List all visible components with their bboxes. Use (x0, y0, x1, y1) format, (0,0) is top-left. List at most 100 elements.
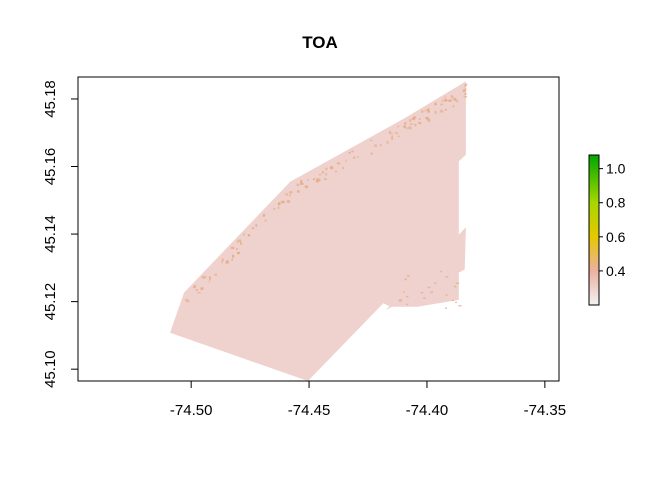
raster-speckle (251, 227, 255, 230)
raster-speckle (353, 156, 355, 159)
raster-speckle (391, 137, 394, 140)
raster-speckle (221, 258, 224, 261)
raster-speckle (453, 285, 457, 288)
y-tick-label: 45.16 (42, 148, 59, 186)
raster-speckle (441, 99, 444, 102)
raster-speckle (306, 179, 309, 182)
colorbar-tick-label: 0.8 (606, 195, 626, 211)
raster-speckle (318, 178, 321, 182)
raster-speckle (232, 254, 235, 258)
raster-speckle (237, 251, 240, 255)
raster-speckle (418, 118, 421, 120)
raster-footprint-inset (385, 227, 466, 311)
raster-speckle (394, 131, 399, 135)
raster-speckle (231, 258, 234, 261)
raster-speckle (300, 180, 303, 184)
raster-speckle (262, 214, 265, 217)
colorbar-tick-label: 1.0 (606, 161, 626, 177)
raster-speckle (370, 152, 374, 155)
raster-speckle (427, 108, 430, 111)
colorbar-ramp (588, 154, 600, 306)
raster-speckle (427, 119, 431, 122)
raster-speckle (444, 99, 448, 102)
raster-speckle (305, 185, 309, 189)
raster-speckle (324, 178, 327, 180)
raster-speckle (454, 98, 457, 101)
raster-speckle (421, 110, 424, 113)
raster-speckle (444, 96, 446, 99)
raster-speckle (277, 206, 280, 209)
raster-speckle (404, 278, 407, 281)
colorbar-tick-label: 0.6 (606, 229, 626, 245)
raster-speckle (289, 191, 293, 194)
raster-speckle (405, 126, 408, 130)
raster-speckle (225, 260, 229, 263)
raster-speckle (418, 122, 422, 125)
raster-speckle (409, 123, 413, 126)
raster-speckle (289, 194, 292, 197)
raster-speckle (406, 275, 410, 277)
raster-speckles (184, 83, 468, 309)
raster-speckle (464, 92, 467, 95)
raster-speckle (297, 190, 300, 193)
raster-speckle (455, 100, 459, 103)
raster-speckle (209, 277, 211, 281)
raster-speckle (424, 109, 428, 112)
raster-speckle (445, 276, 449, 278)
raster-speckle (374, 144, 377, 147)
raster-speckle (201, 276, 205, 278)
raster-speckle (197, 291, 201, 294)
x-tick-label: -74.40 (406, 402, 449, 419)
y-tick-label: 45.18 (42, 80, 59, 118)
y-tick-label: 45.14 (42, 215, 59, 253)
raster-speckle (300, 182, 303, 185)
map-title: TOA (302, 33, 338, 52)
raster-speckle (403, 125, 406, 128)
raster-speckle (429, 291, 434, 294)
raster-speckle (236, 240, 239, 243)
raster-speckle (434, 282, 437, 284)
raster-speckle (214, 273, 218, 276)
raster-speckle (302, 182, 305, 185)
raster-speckle (423, 297, 426, 299)
raster-speckle (464, 87, 467, 91)
raster-speckle (236, 248, 238, 250)
raster-speckle (186, 299, 190, 303)
raster-speckle (463, 95, 468, 98)
raster-speckle (409, 119, 411, 122)
raster-speckle (316, 178, 320, 182)
x-tick-label: -74.50 (170, 402, 213, 419)
x-tick-label: -74.35 (524, 402, 567, 419)
raster-speckle (450, 95, 454, 98)
raster-speckle (296, 183, 300, 186)
raster-speckle (351, 150, 354, 153)
raster-speckle (286, 200, 291, 203)
raster-speckle (440, 270, 443, 273)
raster-speckle (440, 103, 444, 106)
raster-speckle (330, 166, 334, 170)
raster-speckle (230, 246, 235, 250)
raster-speckle (425, 116, 429, 120)
raster-speckle (398, 299, 403, 301)
raster-speckle (315, 180, 319, 183)
x-tick-label: -74.45 (288, 402, 331, 419)
raster-speckle (445, 294, 448, 296)
raster-speckle (413, 116, 417, 119)
raster-speckle (406, 303, 409, 306)
raster-speckle (345, 159, 347, 162)
raster-speckle (455, 282, 460, 284)
raster-speckle (278, 202, 281, 205)
raster-speckle (391, 135, 394, 138)
raster-speckle (193, 285, 197, 288)
raster-speckle (406, 295, 409, 298)
raster-speckle (281, 200, 285, 204)
raster-speckle (458, 305, 462, 307)
raster-speckle (427, 117, 430, 121)
raster-speckle (202, 275, 207, 279)
raster-speckle (192, 286, 195, 289)
y-tick-label: 45.10 (42, 350, 59, 388)
raster-speckle (264, 219, 267, 222)
raster-speckle (414, 123, 417, 127)
raster-speckle (247, 234, 251, 237)
